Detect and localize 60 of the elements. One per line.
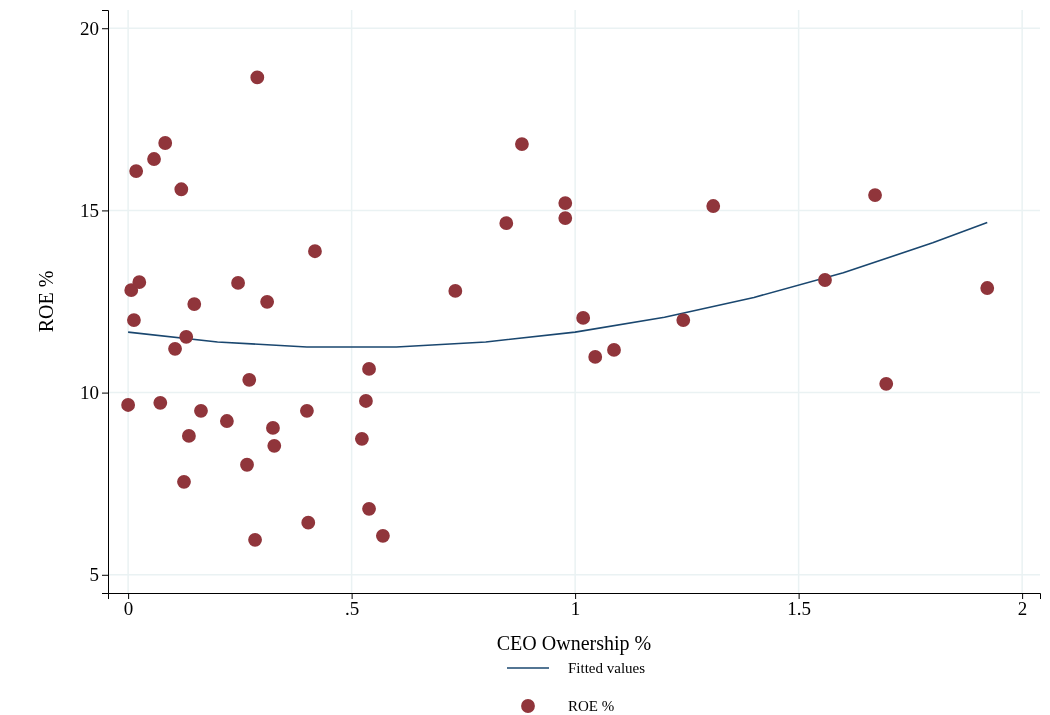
point	[127, 313, 141, 327]
point	[250, 70, 265, 85]
point	[588, 349, 603, 364]
point	[558, 196, 573, 211]
point	[868, 188, 882, 202]
x-tick-label: 1	[570, 598, 581, 620]
point	[308, 244, 322, 259]
point	[359, 394, 373, 408]
y-tick-label: 20	[80, 17, 99, 39]
point	[354, 431, 369, 446]
point	[231, 276, 245, 290]
point	[818, 273, 832, 287]
point	[576, 311, 591, 325]
point	[879, 376, 894, 391]
x-tick-label: 1.5	[787, 598, 811, 620]
point	[980, 281, 995, 295]
point	[179, 329, 194, 344]
point	[448, 284, 463, 298]
point	[147, 152, 161, 166]
legend-label: ROE %	[568, 698, 615, 714]
point	[132, 275, 147, 290]
point	[499, 216, 514, 231]
y-tick-label: 5	[89, 564, 99, 586]
point	[129, 164, 144, 178]
line-series	[127, 221, 989, 348]
point	[158, 136, 173, 150]
point	[607, 343, 621, 357]
point	[376, 528, 390, 543]
point	[177, 474, 191, 489]
point	[515, 137, 529, 151]
point	[240, 457, 254, 472]
point	[242, 372, 257, 387]
x-tick-label: .5	[344, 598, 360, 620]
legend-label: Fitted values	[568, 660, 646, 676]
point	[300, 403, 314, 418]
y-tick-label: 15	[80, 199, 99, 221]
y-tick-label: 10	[80, 382, 99, 404]
point	[187, 297, 202, 311]
point	[182, 429, 196, 443]
point	[362, 501, 376, 516]
point	[301, 515, 316, 530]
point	[124, 283, 139, 298]
point	[266, 421, 280, 435]
point	[260, 294, 275, 309]
point	[219, 414, 234, 428]
point	[194, 403, 208, 418]
x-tick-label: 0	[123, 598, 134, 620]
x-axis-title: CEO Ownership %	[496, 632, 652, 655]
point	[174, 182, 189, 197]
point	[362, 362, 376, 376]
point	[676, 313, 691, 327]
point	[267, 438, 282, 453]
point	[248, 532, 262, 547]
point	[558, 211, 573, 225]
point	[153, 395, 168, 410]
point	[121, 398, 136, 412]
point	[706, 199, 721, 213]
point	[168, 341, 182, 356]
y-axis-title: ROE %	[35, 270, 57, 333]
x-tick-label: 2	[1017, 598, 1028, 620]
